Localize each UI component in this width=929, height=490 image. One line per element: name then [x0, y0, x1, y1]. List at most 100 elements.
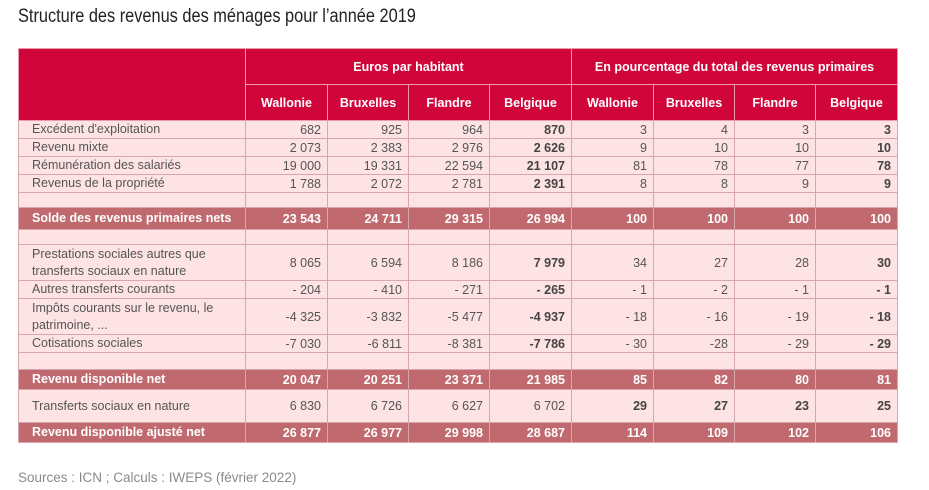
cell: 1 788: [245, 174, 328, 193]
cell: - 19: [734, 298, 816, 335]
spacer-row: [18, 192, 898, 208]
cell: 30: [815, 244, 898, 281]
cell: 26 977: [327, 422, 409, 443]
cell: 682: [245, 120, 328, 139]
row-label: Autres transferts courants: [18, 280, 246, 299]
row-label: Prestations sociales autres que transfer…: [18, 244, 246, 281]
cell: 77: [734, 156, 816, 175]
cell: 8: [571, 174, 654, 193]
cell: 19 000: [245, 156, 328, 175]
cell: 19 331: [327, 156, 409, 175]
row-label: Rémunération des salariés: [18, 156, 246, 175]
cell: 29 998: [408, 422, 490, 443]
cell: 925: [327, 120, 409, 139]
row-label: Impôts courants sur le revenu, le patrim…: [18, 298, 246, 335]
cell: 26 994: [489, 207, 572, 230]
cell: 100: [734, 207, 816, 230]
cell: -4 325: [245, 298, 328, 335]
table-row: Prestations sociales autres que transfer…: [18, 244, 898, 281]
cell: 964: [408, 120, 490, 139]
cell: 3: [571, 120, 654, 139]
cell: 81: [815, 369, 898, 390]
cell: 6 830: [245, 389, 328, 423]
cell: 82: [653, 369, 735, 390]
cell: 2 781: [408, 174, 490, 193]
row-label: Cotisations sociales: [18, 334, 246, 353]
cell: -7 030: [245, 334, 328, 353]
header-corner: [18, 48, 246, 121]
cell: -3 832: [327, 298, 409, 335]
cell: - 30: [571, 334, 654, 353]
header-region: Bruxelles: [327, 84, 409, 121]
cell: 81: [571, 156, 654, 175]
header-region: Wallonie: [245, 84, 328, 121]
cell: 3: [815, 120, 898, 139]
row-label: Revenu disponible net: [18, 369, 246, 390]
table-row: Impôts courants sur le revenu, le patrim…: [18, 298, 898, 335]
header-region-row: Wallonie Bruxelles Flandre Belgique Wall…: [19, 84, 898, 121]
page-title: Structure des revenus des ménages pour l…: [18, 6, 416, 27]
row-label: Revenu mixte: [18, 138, 246, 157]
table-row: Excédent d'exploitation 682 925 964 870 …: [18, 120, 898, 139]
spacer-row: [18, 352, 898, 370]
header-region: Bruxelles: [653, 84, 735, 121]
source-note: Sources : ICN ; Calculs : IWEPS (février…: [18, 470, 297, 485]
table-row: Cotisations sociales -7 030 -6 811 -8 38…: [18, 334, 898, 353]
cell: - 16: [653, 298, 735, 335]
cell: 80: [734, 369, 816, 390]
total-row: Revenu disponible net 20 047 20 251 23 3…: [18, 369, 898, 390]
cell: 23 371: [408, 369, 490, 390]
cell: 870: [489, 120, 572, 139]
cell: 24 711: [327, 207, 409, 230]
cell: 22 594: [408, 156, 490, 175]
cell: 6 627: [408, 389, 490, 423]
cell: -5 477: [408, 298, 490, 335]
cell: 29: [571, 389, 654, 423]
header-region: Flandre: [734, 84, 816, 121]
cell: 8 186: [408, 244, 490, 281]
cell: 4: [653, 120, 735, 139]
cell: - 1: [734, 280, 816, 299]
cell: 8: [653, 174, 735, 193]
cell: 85: [571, 369, 654, 390]
header-region: Belgique: [489, 84, 572, 121]
cell: 23 543: [245, 207, 328, 230]
cell: 26 877: [245, 422, 328, 443]
cell: -28: [653, 334, 735, 353]
cell: 3: [734, 120, 816, 139]
row-label: Transferts sociaux en nature: [18, 389, 246, 423]
cell: 10: [734, 138, 816, 157]
header-group-row: Euros par habitant En pourcentage du tot…: [18, 48, 898, 121]
cell: 100: [571, 207, 654, 230]
cell: 21 107: [489, 156, 572, 175]
cell: 6 594: [327, 244, 409, 281]
cell: -8 381: [408, 334, 490, 353]
cell: 9: [734, 174, 816, 193]
cell: 27: [653, 244, 735, 281]
cell: 7 979: [489, 244, 572, 281]
cell: 2 626: [489, 138, 572, 157]
cell: 2 073: [245, 138, 328, 157]
cell: 27: [653, 389, 735, 423]
header-region: Belgique: [815, 84, 898, 121]
cell: 9: [571, 138, 654, 157]
cell: 2 072: [327, 174, 409, 193]
cell: 21 985: [489, 369, 572, 390]
header-region: Wallonie: [571, 84, 654, 121]
cell: - 18: [815, 298, 898, 335]
cell: -6 811: [327, 334, 409, 353]
table-row: Revenus de la propriété 1 788 2 072 2 78…: [18, 174, 898, 193]
cell: 6 702: [489, 389, 572, 423]
row-label: Solde des revenus primaires nets: [18, 207, 246, 230]
cell: 20 251: [327, 369, 409, 390]
spacer-row: [18, 229, 898, 245]
header-percent: En pourcentage du total des revenus prim…: [571, 48, 898, 85]
cell: -4 937: [489, 298, 572, 335]
cell: 10: [815, 138, 898, 157]
cell: - 29: [734, 334, 816, 353]
cell: - 271: [408, 280, 490, 299]
cell: 114: [571, 422, 654, 443]
cell: 10: [653, 138, 735, 157]
total-row: Revenu disponible ajusté net 26 877 26 9…: [18, 422, 898, 443]
cell: 6 726: [327, 389, 409, 423]
